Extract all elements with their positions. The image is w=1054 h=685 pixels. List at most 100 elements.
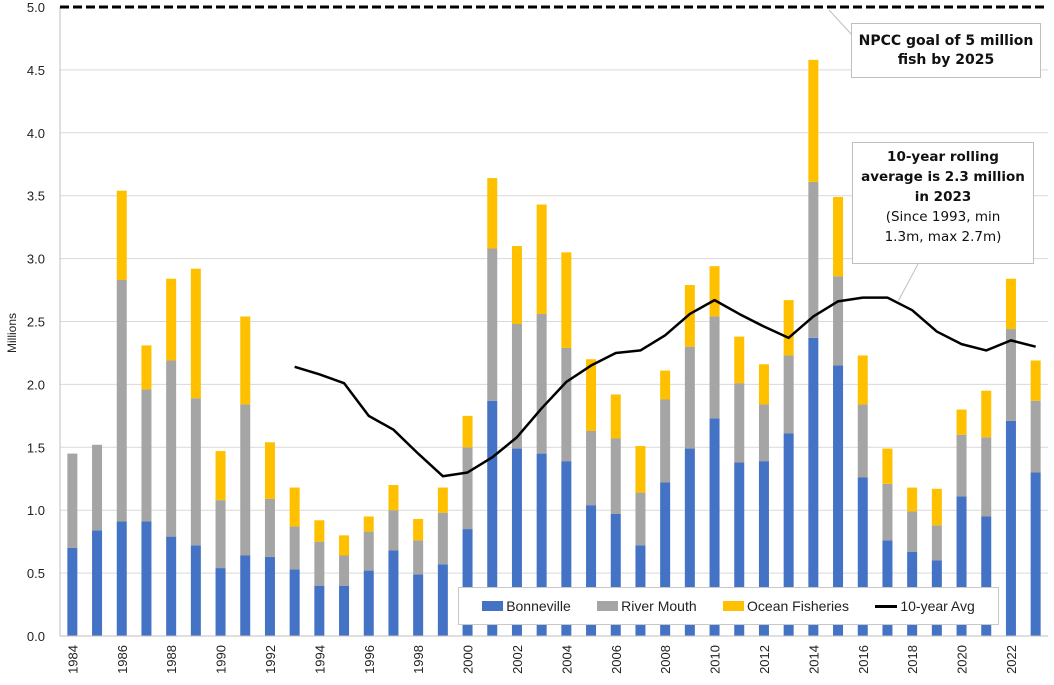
bar-ocean-fisheries-2012: [758, 364, 769, 405]
y-tick-label: 2.5: [27, 315, 45, 330]
annotation-goal: NPCC goal of 5 million fish by 2025: [851, 23, 1041, 78]
x-tick-label: 2008: [658, 645, 673, 674]
ten-year-avg-line: [294, 296, 1036, 478]
bar-bonneville-2003: [536, 453, 547, 636]
bar-bonneville-2014: [808, 337, 819, 636]
y-tick-label: 4.0: [27, 126, 45, 141]
legend-swatch-bonneville: [482, 601, 504, 611]
bar-river-mouth-1999: [437, 512, 448, 565]
x-tick-label: 2018: [905, 645, 920, 674]
bar-river-mouth-1992: [264, 498, 275, 557]
bar-river-mouth-2009: [684, 346, 695, 449]
bar-ocean-fisheries-1997: [388, 485, 399, 511]
bar-bonneville-1992: [264, 556, 275, 636]
bar-ocean-fisheries-2014: [808, 59, 819, 182]
bar-ocean-fisheries-1993: [289, 487, 300, 527]
bar-ocean-fisheries-1986: [116, 190, 127, 280]
bar-bonneville-1991: [240, 555, 251, 636]
x-axis-ticks: 1984 1986 1988 1990 1992 1994 1996 1998 2000 2002…: [65, 645, 1019, 674]
legend-item-river-mouth: River Mouth: [597, 598, 697, 614]
y-axis-label: Millions: [5, 313, 19, 353]
bar-bonneville-1994: [314, 585, 325, 636]
bar-bonneville-1993: [289, 569, 300, 636]
bar-bonneville-2008: [660, 482, 671, 636]
bar-bonneville-2013: [783, 433, 794, 636]
y-tick-label: 3.5: [27, 189, 45, 204]
x-tick-label: 2020: [955, 645, 970, 674]
y-tick-label: 2.0: [27, 377, 45, 392]
annotation-avg-note-2: 1.3m, max 2.7m): [884, 229, 1002, 245]
x-tick-label: 2002: [510, 645, 525, 674]
bar-river-mouth-2016: [857, 404, 868, 478]
bar-river-mouth-2004: [561, 347, 572, 462]
bar-ocean-fisheries-2008: [660, 370, 671, 400]
bar-ocean-fisheries-2011: [734, 336, 745, 384]
annotation-goal-leader: [828, 9, 853, 36]
legend-swatch-river-mouth: [597, 601, 619, 611]
y-tick-label: 5.0: [27, 0, 45, 15]
bar-ocean-fisheries-1988: [166, 278, 177, 361]
x-tick-label: 1996: [362, 645, 377, 674]
bars: [67, 59, 1041, 636]
y-tick-label: 4.5: [27, 63, 45, 78]
annotation-goal-line-2: fish by 2025: [897, 51, 995, 68]
bar-ocean-fisheries-2023: [1030, 360, 1041, 401]
bar-ocean-fisheries-2016: [857, 355, 868, 405]
bar-river-mouth-2013: [783, 355, 794, 434]
bar-bonneville-1990: [215, 568, 226, 636]
y-tick-label: 1.5: [27, 440, 45, 455]
y-tick-label: 0.0: [27, 629, 45, 644]
bar-river-mouth-2017: [882, 483, 893, 541]
bar-bonneville-2005: [586, 505, 597, 636]
bar-bonneville-1999: [437, 564, 448, 636]
bar-bonneville-2023: [1030, 472, 1041, 636]
x-tick-label: 1986: [115, 645, 130, 674]
annotation-avg-leader: [898, 263, 919, 301]
bar-bonneville-2004: [561, 461, 572, 636]
bar-bonneville-2016: [857, 477, 868, 636]
legend-label-10-year-avg: 10-year Avg: [900, 598, 975, 614]
bar-ocean-fisheries-1987: [141, 345, 152, 390]
bar-ocean-fisheries-2010: [709, 266, 720, 317]
x-tick-label: 2022: [1004, 645, 1019, 674]
bar-ocean-fisheries-1999: [437, 487, 448, 513]
bar-ocean-fisheries-2006: [610, 394, 621, 439]
bar-river-mouth-2019: [931, 525, 942, 561]
annotation-avg-note-1: (Since 1993, min: [885, 209, 1001, 225]
bar-bonneville-2000: [462, 529, 473, 636]
bar-ocean-fisheries-2020: [956, 409, 967, 435]
bar-river-mouth-1984: [67, 453, 78, 548]
legend-swatch-10-year-avg: [875, 604, 898, 608]
y-tick-label: 0.5: [27, 566, 45, 581]
legend-item-10-year-avg: 10-year Avg: [875, 598, 975, 614]
bar-ocean-fisheries-2003: [536, 204, 547, 314]
bar-ocean-fisheries-2005: [586, 359, 597, 431]
bar-river-mouth-2020: [956, 434, 967, 497]
legend-item-bonneville: Bonneville: [482, 598, 571, 614]
bar-ocean-fisheries-2000: [462, 415, 473, 448]
bar-bonneville-2006: [610, 513, 621, 636]
bar-ocean-fisheries-2004: [561, 252, 572, 348]
bar-river-mouth-2018: [907, 511, 918, 552]
bar-bonneville-2009: [684, 448, 695, 636]
bar-ocean-fisheries-2013: [783, 300, 794, 356]
bar-river-mouth-2001: [487, 248, 498, 401]
bar-river-mouth-2000: [462, 447, 473, 530]
annotation-avg-bold-2: average is 2.3 million: [861, 169, 1025, 185]
annotation-avg-bold-3: in 2023: [914, 189, 972, 205]
bar-river-mouth-2015: [833, 276, 844, 366]
x-tick-label: 2016: [856, 645, 871, 674]
bar-river-mouth-1998: [413, 540, 424, 575]
bar-ocean-fisheries-2007: [635, 446, 646, 493]
annotation-goal-line-1: NPCC goal of 5 million: [858, 32, 1034, 49]
legend: Bonneville River Mouth Ocean Fisheries 1…: [458, 587, 999, 625]
bar-ocean-fisheries-1994: [314, 520, 325, 542]
bar-river-mouth-2003: [536, 313, 547, 454]
x-tick-label: 1992: [263, 645, 278, 674]
bar-bonneville-2015: [833, 365, 844, 636]
bar-river-mouth-2012: [758, 404, 769, 462]
annotation-avg-bold-1: 10-year rolling: [887, 149, 999, 165]
bar-river-mouth-1985: [92, 444, 103, 531]
bar-river-mouth-1996: [363, 531, 374, 571]
